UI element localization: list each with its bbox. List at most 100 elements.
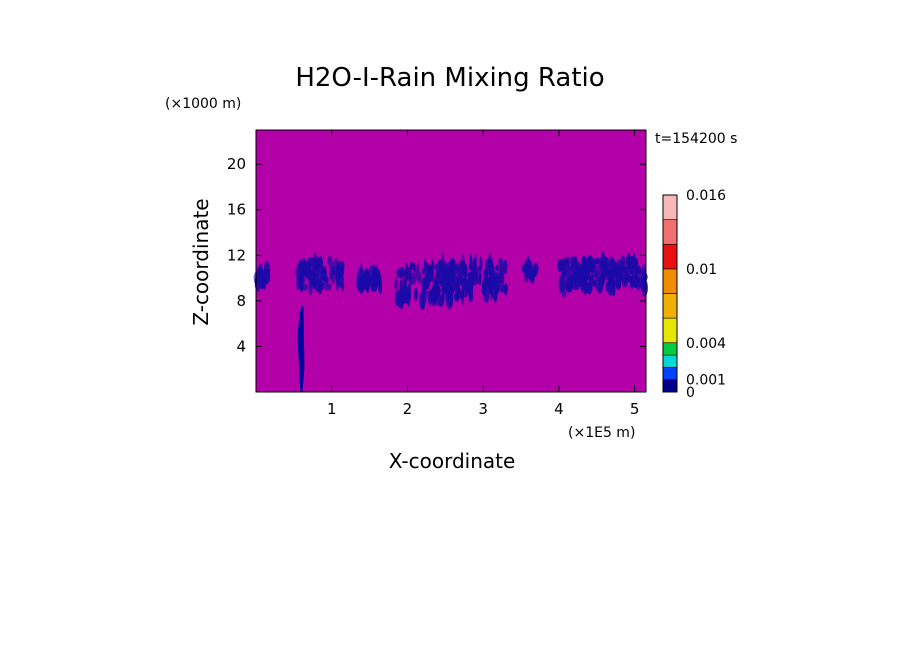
rain-cell — [438, 274, 442, 285]
colorbar-swatch — [662, 293, 678, 319]
rain-column — [297, 305, 305, 392]
rain-cell — [458, 260, 465, 279]
rain-cell — [488, 276, 494, 295]
rain-cell — [560, 259, 566, 280]
y-tick-label: 12 — [227, 246, 246, 264]
rain-cell — [588, 257, 595, 271]
rain-cell — [427, 290, 430, 299]
colorbar-swatch — [662, 317, 678, 344]
rain-cell — [402, 278, 407, 288]
rain-cell — [363, 279, 367, 290]
rain-cell — [525, 272, 531, 279]
rain-cell — [495, 264, 499, 271]
rain-cell — [615, 265, 623, 273]
rain-cell — [474, 253, 477, 273]
y-unit-label: (×1000 m) — [165, 96, 241, 112]
rain-cell — [430, 288, 438, 307]
y-axis: 4 8 12 16 20 — [227, 155, 646, 355]
rain-cell — [453, 284, 459, 291]
rain-cell — [483, 284, 490, 303]
colorbar-swatch — [662, 367, 678, 380]
rain-cell — [487, 259, 494, 277]
x-tick-label: 2 — [403, 400, 413, 418]
rain-cell — [416, 262, 420, 282]
rain-cell — [623, 270, 628, 285]
colorbar-label: 0.001 — [686, 373, 726, 389]
rain-cell — [308, 279, 313, 296]
y-axis-label: Z-coordinate — [189, 198, 213, 325]
rain-cell — [394, 290, 402, 297]
colorbar: 00.001 0.004 0.01 0.016 — [662, 188, 726, 401]
rain-cell — [564, 259, 570, 277]
colorbar-swatch — [662, 379, 678, 393]
rain-cell — [317, 278, 323, 295]
rain-cell — [337, 271, 344, 287]
rain-cell — [503, 259, 508, 275]
rain-cell — [360, 262, 363, 281]
x-tick-label: 3 — [478, 400, 488, 418]
rain-cell — [467, 271, 475, 280]
rain-cell — [526, 260, 533, 274]
y-tick-label: 8 — [236, 292, 246, 310]
y-tick-label: 16 — [227, 201, 246, 219]
rain-cell — [421, 292, 426, 310]
colorbar-swatch — [662, 354, 678, 368]
rain-region-4 — [438, 252, 508, 306]
rain-cell — [423, 272, 431, 290]
rain-cell — [455, 264, 460, 284]
rain-cell — [585, 283, 590, 294]
rain-cell — [442, 271, 449, 288]
rain-cell — [317, 257, 320, 270]
rain-field — [253, 251, 648, 392]
colorbar-swatch — [662, 219, 678, 245]
rain-cell — [300, 275, 304, 292]
rain-cell — [606, 281, 610, 288]
colorbar-label: 0.016 — [686, 188, 726, 204]
x-axis-label: X-coordinate — [389, 449, 516, 473]
chart-title: H2O-I-Rain Mixing Ratio — [295, 63, 604, 93]
rain-cell — [532, 262, 536, 279]
rain-cell — [597, 275, 604, 294]
rain-cell — [633, 279, 640, 289]
rain-cell — [421, 267, 426, 275]
y-tick-label: 20 — [227, 155, 246, 173]
rain-cell — [498, 258, 504, 267]
rain-cell — [613, 266, 618, 280]
rain-cell — [404, 284, 409, 304]
x-tick-label: 4 — [554, 400, 564, 418]
colorbar-swatch — [662, 268, 678, 294]
rain-cell — [296, 266, 302, 281]
plot-frame — [255, 129, 647, 393]
rain-cell — [302, 283, 308, 291]
rain-cell — [441, 286, 447, 294]
rain-cell — [296, 277, 301, 291]
rain-cell — [374, 273, 381, 285]
rain-cell — [594, 277, 598, 291]
rain-cell — [632, 253, 636, 271]
rain-cell — [470, 276, 474, 286]
rain-cell — [604, 255, 607, 267]
rain-region-1 — [295, 253, 345, 296]
x-axis: 1 2 3 4 5 — [327, 130, 639, 418]
rain-cell — [264, 269, 271, 284]
rain-region-5 — [521, 254, 539, 284]
rain-cell — [448, 285, 454, 294]
colorbar-label: 0.004 — [686, 336, 726, 352]
rain-cell — [627, 275, 632, 282]
rain-cell — [433, 279, 440, 290]
rain-cell — [503, 283, 508, 296]
colorbar-swatch — [662, 194, 678, 220]
rain-cell — [615, 277, 622, 291]
rain-cell — [312, 280, 318, 290]
rain-cell — [412, 262, 416, 273]
rain-cell — [469, 256, 473, 271]
rain-cell — [260, 277, 265, 289]
rain-cell — [323, 277, 328, 291]
rain-cell — [394, 276, 399, 291]
colorbar-label: 0.01 — [686, 262, 717, 278]
rain-cell — [328, 282, 332, 291]
x-tick-label: 1 — [327, 400, 337, 418]
time-label: t=154200 s — [655, 131, 737, 147]
rain-cell — [578, 272, 584, 285]
